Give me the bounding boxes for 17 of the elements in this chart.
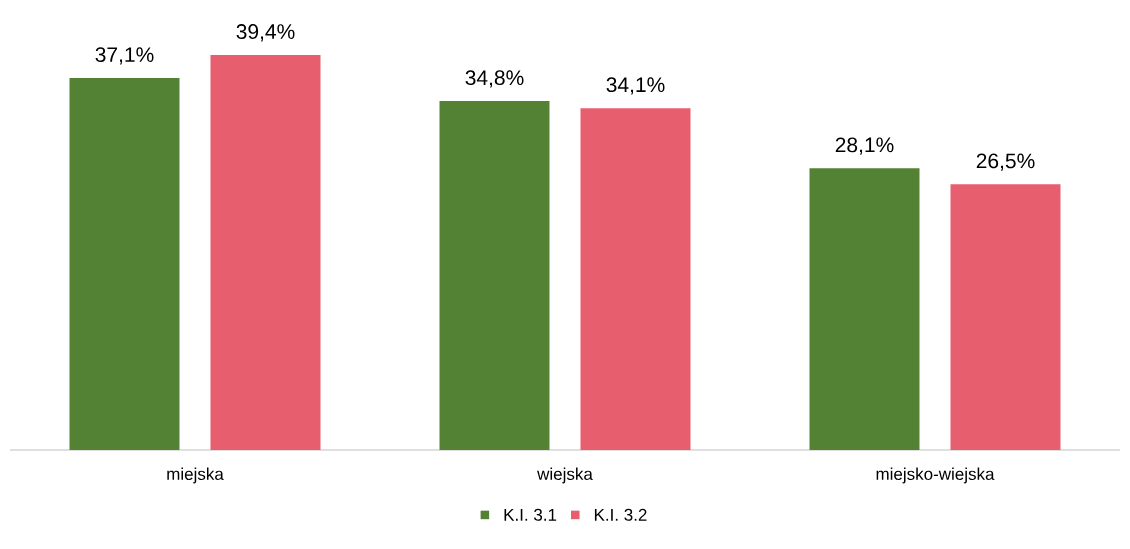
bar <box>439 101 550 450</box>
bar <box>210 55 321 450</box>
bar <box>69 78 180 450</box>
x-tick-label: miejsko-wiejska <box>876 467 995 484</box>
data-label: 37,1% <box>95 47 154 65</box>
x-tick-label: miejska <box>167 467 224 484</box>
legend-label: K.I. 3.1 <box>504 508 557 521</box>
legend-label: K.I. 3.2 <box>594 508 647 521</box>
data-label: 34,8% <box>465 70 524 88</box>
data-label: 28,1% <box>835 137 894 155</box>
bar <box>809 168 920 450</box>
x-tick-label: wiejska <box>537 467 593 484</box>
bar <box>950 184 1061 450</box>
data-label: 34,1% <box>606 77 665 95</box>
bar <box>580 108 691 450</box>
data-label: 39,4% <box>236 24 295 42</box>
data-label: 26,5% <box>976 153 1035 171</box>
